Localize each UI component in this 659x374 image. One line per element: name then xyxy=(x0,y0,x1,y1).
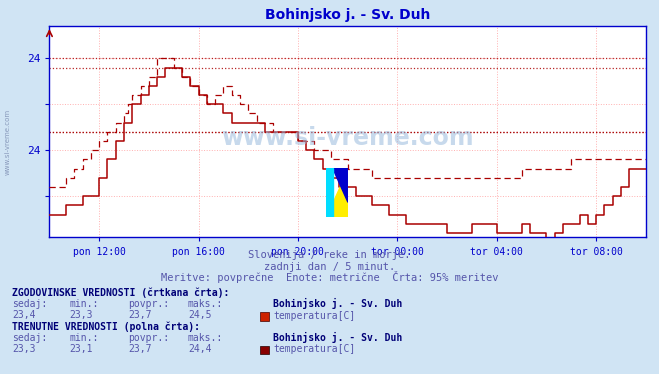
Text: povpr.:: povpr.: xyxy=(129,333,169,343)
Text: TRENUTNE VREDNOSTI (polna črta):: TRENUTNE VREDNOSTI (polna črta): xyxy=(12,321,200,332)
Text: povpr.:: povpr.: xyxy=(129,300,169,309)
Polygon shape xyxy=(333,168,348,202)
Title: Bohinjsko j. - Sv. Duh: Bohinjsko j. - Sv. Duh xyxy=(265,8,430,22)
Text: 23,3: 23,3 xyxy=(12,344,36,354)
Text: min.:: min.: xyxy=(69,300,99,309)
Text: Bohinjsko j. - Sv. Duh: Bohinjsko j. - Sv. Duh xyxy=(273,298,403,309)
Text: zadnji dan / 5 minut.: zadnji dan / 5 minut. xyxy=(264,262,395,272)
Text: 24,4: 24,4 xyxy=(188,344,212,354)
Text: temperatura[C]: temperatura[C] xyxy=(273,311,356,321)
Text: Bohinjsko j. - Sv. Duh: Bohinjsko j. - Sv. Duh xyxy=(273,332,403,343)
Text: www.si-vreme.com: www.si-vreme.com xyxy=(221,126,474,150)
Text: maks.:: maks.: xyxy=(188,300,223,309)
Text: 23,1: 23,1 xyxy=(69,344,93,354)
Text: 23,3: 23,3 xyxy=(69,310,93,320)
Polygon shape xyxy=(326,168,333,217)
Text: temperatura[C]: temperatura[C] xyxy=(273,344,356,354)
Text: ZGODOVINSKE VREDNOSTI (črtkana črta):: ZGODOVINSKE VREDNOSTI (črtkana črta): xyxy=(12,288,229,298)
Text: Meritve: povprečne  Enote: metrične  Črta: 95% meritev: Meritve: povprečne Enote: metrične Črta:… xyxy=(161,271,498,283)
Text: sedaj:: sedaj: xyxy=(12,300,47,309)
Text: 23,7: 23,7 xyxy=(129,344,152,354)
Text: 23,7: 23,7 xyxy=(129,310,152,320)
Text: min.:: min.: xyxy=(69,333,99,343)
Text: 23,4: 23,4 xyxy=(12,310,36,320)
Text: 24,5: 24,5 xyxy=(188,310,212,320)
Text: sedaj:: sedaj: xyxy=(12,333,47,343)
Text: maks.:: maks.: xyxy=(188,333,223,343)
Polygon shape xyxy=(326,168,348,217)
Text: Slovenija / reke in morje.: Slovenija / reke in morje. xyxy=(248,250,411,260)
Text: www.si-vreme.com: www.si-vreme.com xyxy=(5,109,11,175)
